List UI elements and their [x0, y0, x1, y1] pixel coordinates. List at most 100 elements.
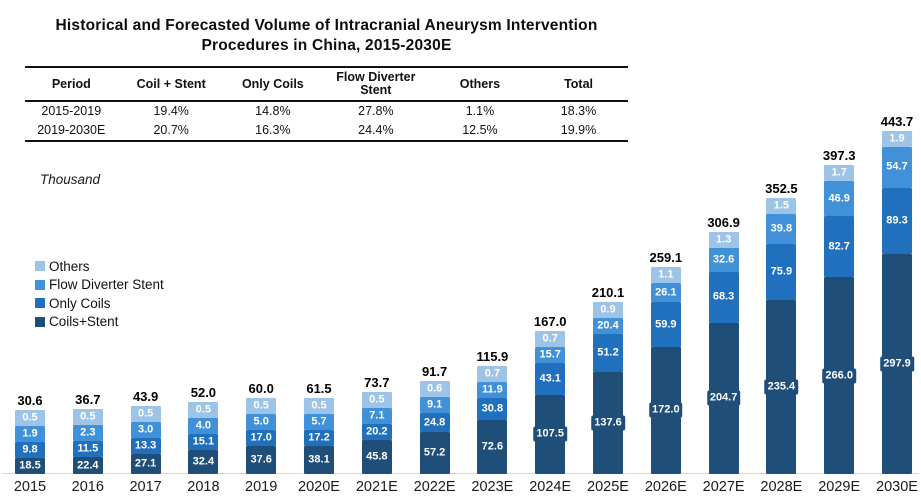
table-cell: 1.1%	[465, 104, 495, 118]
segment-value-label: 1.9	[886, 131, 908, 147]
table-header-flow-diverter-stent: Flow Diverter Stent	[320, 67, 431, 102]
table-row: 2019-2030E 20.7% 16.3% 24.4% 12.5% 19.9%	[25, 121, 628, 141]
bar-total-label: 259.1	[649, 250, 683, 266]
segment-value-label: 0.5	[308, 398, 330, 414]
x-axis-label: 2020E	[298, 479, 340, 495]
bar-segment: 0.6	[419, 381, 450, 398]
table-cell: 16.3%	[255, 123, 291, 137]
bar-total-label: 167.0	[533, 313, 567, 329]
x-axis-label: 2028E	[760, 479, 803, 495]
segment-value-label: 0.5	[134, 406, 157, 422]
table-cell: 20.7%	[153, 123, 189, 137]
segment-value-label: 22.4	[74, 458, 102, 474]
segment-value-label: 266.0	[822, 368, 856, 384]
cagr-table-header: Period Coil + Stent Only Coils Flow Dive…	[25, 67, 628, 102]
bar-total-label: 352.5	[765, 181, 798, 197]
bar-segment: 172.0	[649, 346, 683, 474]
bar-segment: 32.4	[188, 450, 219, 474]
bar-segment: 1.5	[766, 198, 797, 215]
bar-segment: 51.2	[593, 334, 623, 373]
bar-segment: 1.9	[882, 131, 912, 148]
bar-segment: 57.2	[419, 431, 450, 474]
bar-segment: 9.1	[419, 397, 450, 414]
bar-segment: 107.5	[533, 394, 567, 474]
segment-value-label: 7.1	[366, 408, 388, 424]
bar-group: 60.0 0.5 5.0 17.0 37.6	[233, 381, 289, 474]
segment-value-label: 89.3	[883, 213, 911, 229]
x-axis-label: 2017	[129, 479, 162, 495]
bar-segment: 1.7	[824, 165, 855, 182]
chart-title-line2: Procedures in China, 2015-2030E	[201, 37, 452, 54]
segment-value-label: 9.8	[19, 442, 41, 458]
bar-segment: 2.3	[72, 425, 103, 442]
bar-segment: 89.3	[882, 187, 912, 254]
segment-value-label: 26.1	[652, 285, 680, 301]
bar-group: 36.7 0.5 2.3 11.5 22.4	[60, 392, 116, 474]
bar-group: 73.7 0.5 7.1 20.2 45.8	[349, 375, 405, 474]
bar-segment: 9.8	[15, 442, 45, 458]
bar-segment: 30.8	[477, 397, 508, 421]
segment-value-label: 137.6	[591, 415, 625, 431]
bar-segment: 297.9	[880, 253, 914, 474]
bar-total-label: 30.6	[17, 393, 43, 408]
segment-value-label: 5.7	[308, 414, 330, 430]
bar-segment: 18.5	[15, 458, 45, 474]
legend-label: Flow Diverter Stent	[49, 277, 164, 293]
table-cell: 2015-2019	[41, 104, 102, 118]
bar-group: 115.9 0.7 11.9 30.8 72.6	[464, 349, 520, 474]
segment-value-label: 46.9	[825, 191, 853, 207]
cagr-table-body: 2015-2019 19.4% 14.8% 27.8% 1.1% 18.3% 2019-20…	[25, 101, 628, 141]
bar-total-label: 36.7	[75, 392, 101, 408]
bar-segment: 39.8	[766, 214, 797, 244]
segment-value-label: 9.1	[423, 397, 446, 413]
table-row: 2015-2019 19.4% 14.8% 27.8% 1.1% 18.3%	[25, 101, 628, 121]
bar-segment: 5.7	[304, 413, 334, 430]
bar-segment: 0.5	[361, 392, 392, 409]
segment-value-label: 0.7	[481, 366, 504, 382]
bar-segment: 1.1	[650, 267, 681, 284]
segment-value-label: 5.0	[250, 414, 272, 430]
x-axis-label: 2016	[71, 479, 104, 495]
bar-total-label: 443.7	[880, 114, 914, 130]
bar-segment: 0.7	[535, 330, 566, 347]
segment-value-label: 30.8	[478, 401, 507, 417]
bar-group: 30.6 0.5 1.9 9.8 18.5	[2, 393, 58, 474]
segment-value-label: 27.1	[131, 456, 160, 472]
segment-value-label: 0.5	[77, 409, 99, 425]
segment-value-label: 235.4	[764, 379, 799, 395]
cagr-table: Period Coil + Stent Only Coils Flow Dive…	[25, 66, 628, 142]
segment-value-label: 0.5	[19, 410, 41, 426]
bar-segment: 266.0	[822, 277, 856, 474]
segment-value-label: 1.7	[828, 165, 850, 181]
segment-value-label: 1.9	[19, 426, 41, 442]
x-axis-label: 2026E	[644, 479, 687, 495]
bar-group: 397.3 1.7 46.9 82.7 266.0	[811, 148, 867, 474]
bar-segment: 26.1	[650, 283, 681, 303]
bar-segment: 59.9	[650, 302, 681, 347]
table-header-only-coils: Only Coils	[224, 67, 321, 102]
segment-value-label: 1.3	[712, 232, 735, 248]
segment-value-label: 24.8	[420, 415, 449, 430]
bar-total-label: 210.1	[591, 285, 625, 301]
bar-segment: 5.0	[246, 414, 277, 431]
bar-segment: 1.3	[708, 231, 739, 248]
segment-value-label: 297.9	[880, 356, 914, 372]
segment-value-label: 20.2	[363, 424, 391, 440]
bar-segment: 1.9	[15, 426, 45, 442]
table-cell: 19.9%	[560, 123, 597, 137]
bar-group: 210.1 0.9 20.4 51.2 137.6	[580, 285, 636, 474]
bar-segment: 38.1	[304, 445, 334, 474]
table-cell: 24.4%	[358, 123, 394, 137]
table-cell: 14.8%	[255, 104, 291, 118]
x-axis-label: 2023E	[471, 479, 514, 495]
legend-swatch-icon	[35, 298, 45, 309]
legend-swatch-icon	[35, 279, 45, 290]
segment-value-label: 82.7	[825, 239, 853, 255]
bar-group: 443.7 1.9 54.7 89.3 297.9	[869, 114, 921, 474]
segment-value-label: 17.0	[247, 430, 275, 446]
segment-value-label: 45.8	[363, 449, 391, 465]
unit-label: Thousand	[40, 172, 101, 187]
segment-value-label: 37.6	[247, 452, 275, 468]
x-axis-label: 2021E	[355, 479, 398, 495]
